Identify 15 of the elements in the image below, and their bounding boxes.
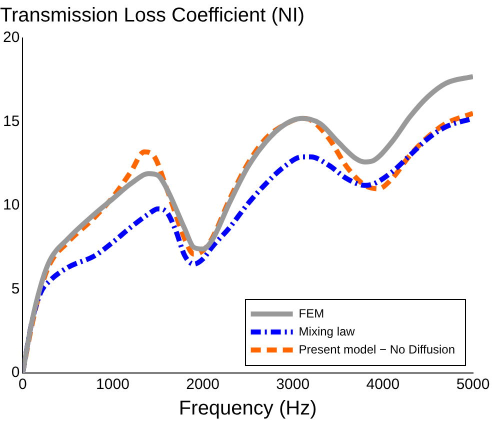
y-tick-label: 0: [11, 364, 20, 382]
y-tick-label: 10: [2, 196, 20, 214]
legend-label: Present model − No Diffusion: [298, 342, 456, 356]
x-tick-label: 4000: [366, 376, 400, 394]
chart-title: Transmission Loss Coefficient (NI): [0, 4, 305, 27]
y-tick-label: 15: [2, 112, 20, 130]
x-axis-title: Frequency (Hz): [178, 398, 317, 420]
y-tick-label: 20: [2, 29, 20, 46]
y-tick-label: 5: [11, 280, 20, 298]
x-tick-label: 3000: [276, 376, 310, 394]
legend-label: FEM: [298, 306, 324, 320]
legend-label: Mixing law: [298, 324, 356, 338]
x-tick-label: 5000: [456, 376, 490, 394]
x-tick-label: 1000: [96, 376, 130, 394]
x-tick-label: 2000: [186, 376, 220, 394]
